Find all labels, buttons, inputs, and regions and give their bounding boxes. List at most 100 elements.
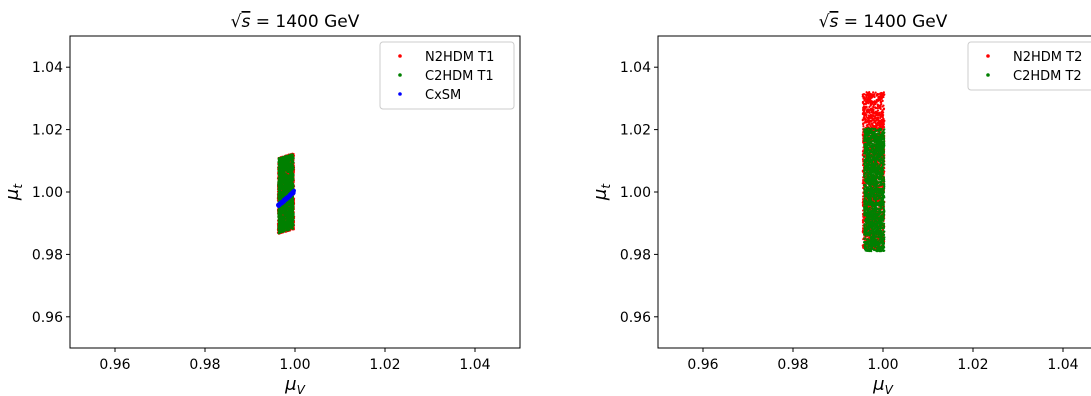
chart-title: √s = 1400 GeV (231, 12, 360, 32)
data-point (288, 175, 291, 178)
data-point (867, 96, 870, 99)
series-c2hdm-t2 (863, 127, 886, 253)
data-point (882, 107, 886, 110)
data-point (287, 170, 291, 173)
data-point (874, 110, 878, 113)
data-point (877, 95, 881, 98)
data-point (282, 212, 285, 215)
data-point (287, 182, 290, 186)
data-point (878, 98, 881, 101)
data-point (882, 123, 885, 126)
data-point (287, 202, 291, 205)
chart-panel-1: 0.96 0.98 1.00 1.02 1.040.960.981.001.021.04… (2, 12, 521, 396)
data-point (861, 244, 864, 247)
data-point (861, 118, 864, 121)
data-point (874, 91, 877, 94)
data-point (875, 94, 878, 97)
data-point (281, 227, 284, 230)
legend-marker (398, 73, 402, 77)
data-point (862, 122, 865, 125)
data-point (278, 194, 281, 197)
y-axis-label: μt (2, 183, 25, 201)
data-point (871, 124, 874, 127)
data-point (864, 102, 867, 106)
data-point (869, 104, 872, 107)
legend-marker (398, 92, 402, 96)
data-point (278, 230, 281, 233)
data-point (292, 219, 295, 222)
data-point (290, 215, 293, 219)
data-point (280, 218, 284, 221)
data-point (291, 185, 294, 188)
data-point (882, 121, 885, 124)
data-point (292, 222, 295, 225)
data-point (291, 202, 294, 205)
data-point (285, 213, 288, 217)
data-point (881, 118, 884, 121)
data-point (287, 161, 290, 164)
data-point (282, 158, 285, 162)
data-point (282, 192, 285, 195)
data-point (286, 174, 290, 177)
data-point (871, 110, 874, 113)
data-point (881, 99, 884, 102)
y-tick-label: 1.04 (32, 60, 63, 76)
data-point (288, 156, 291, 159)
data-point (284, 161, 287, 164)
data-point (863, 117, 866, 120)
y-tick-label: 0.96 (32, 310, 63, 326)
data-point (880, 102, 883, 106)
data-point (286, 157, 289, 160)
data-point (280, 183, 283, 186)
data-point (861, 111, 865, 115)
data-point (871, 114, 875, 117)
y-tick-label: 1.02 (32, 123, 63, 139)
legend-marker (398, 54, 402, 58)
data-point (282, 205, 285, 208)
data-point (282, 178, 286, 181)
x-label-subscript: V (297, 383, 306, 396)
data-point (281, 209, 284, 212)
data-point (277, 169, 280, 173)
data-point (291, 166, 294, 170)
data-point (868, 119, 871, 122)
data-point (871, 116, 874, 120)
data-point (868, 111, 871, 114)
x-tick-label: 1.02 (369, 357, 400, 373)
data-point (286, 169, 289, 173)
data-point (277, 160, 280, 163)
title-var: s (242, 12, 251, 32)
data-point (279, 170, 283, 173)
data-point (876, 116, 879, 119)
data-point (290, 208, 294, 211)
data-point (861, 219, 865, 222)
title-rest: = 1400 GeV (250, 12, 359, 32)
data-point (281, 175, 284, 178)
data-point (881, 109, 884, 112)
data-point (278, 211, 281, 215)
data-point (869, 107, 872, 111)
data-point (279, 160, 282, 163)
data-point (287, 224, 290, 227)
data-point (880, 114, 884, 117)
data-point (278, 189, 282, 193)
data-point (875, 126, 878, 129)
data-point (291, 182, 294, 185)
data-point (864, 105, 867, 109)
data-point (871, 93, 874, 96)
chart-panel-2: 0.96 0.98 1.00 1.02 1.040.960.981.001.021.04… (590, 12, 1091, 396)
data-point (878, 124, 881, 127)
data-point (870, 99, 873, 103)
data-point (285, 211, 288, 215)
data-point (876, 123, 879, 126)
data-point (863, 115, 866, 119)
data-point (289, 187, 292, 190)
legend-label: C2HDM T1 (425, 69, 494, 84)
data-point (862, 97, 865, 100)
y-tick-label: 0.98 (32, 247, 63, 263)
data-point (876, 109, 880, 112)
data-point (292, 155, 295, 159)
data-point (286, 208, 289, 211)
data-point (865, 115, 868, 118)
